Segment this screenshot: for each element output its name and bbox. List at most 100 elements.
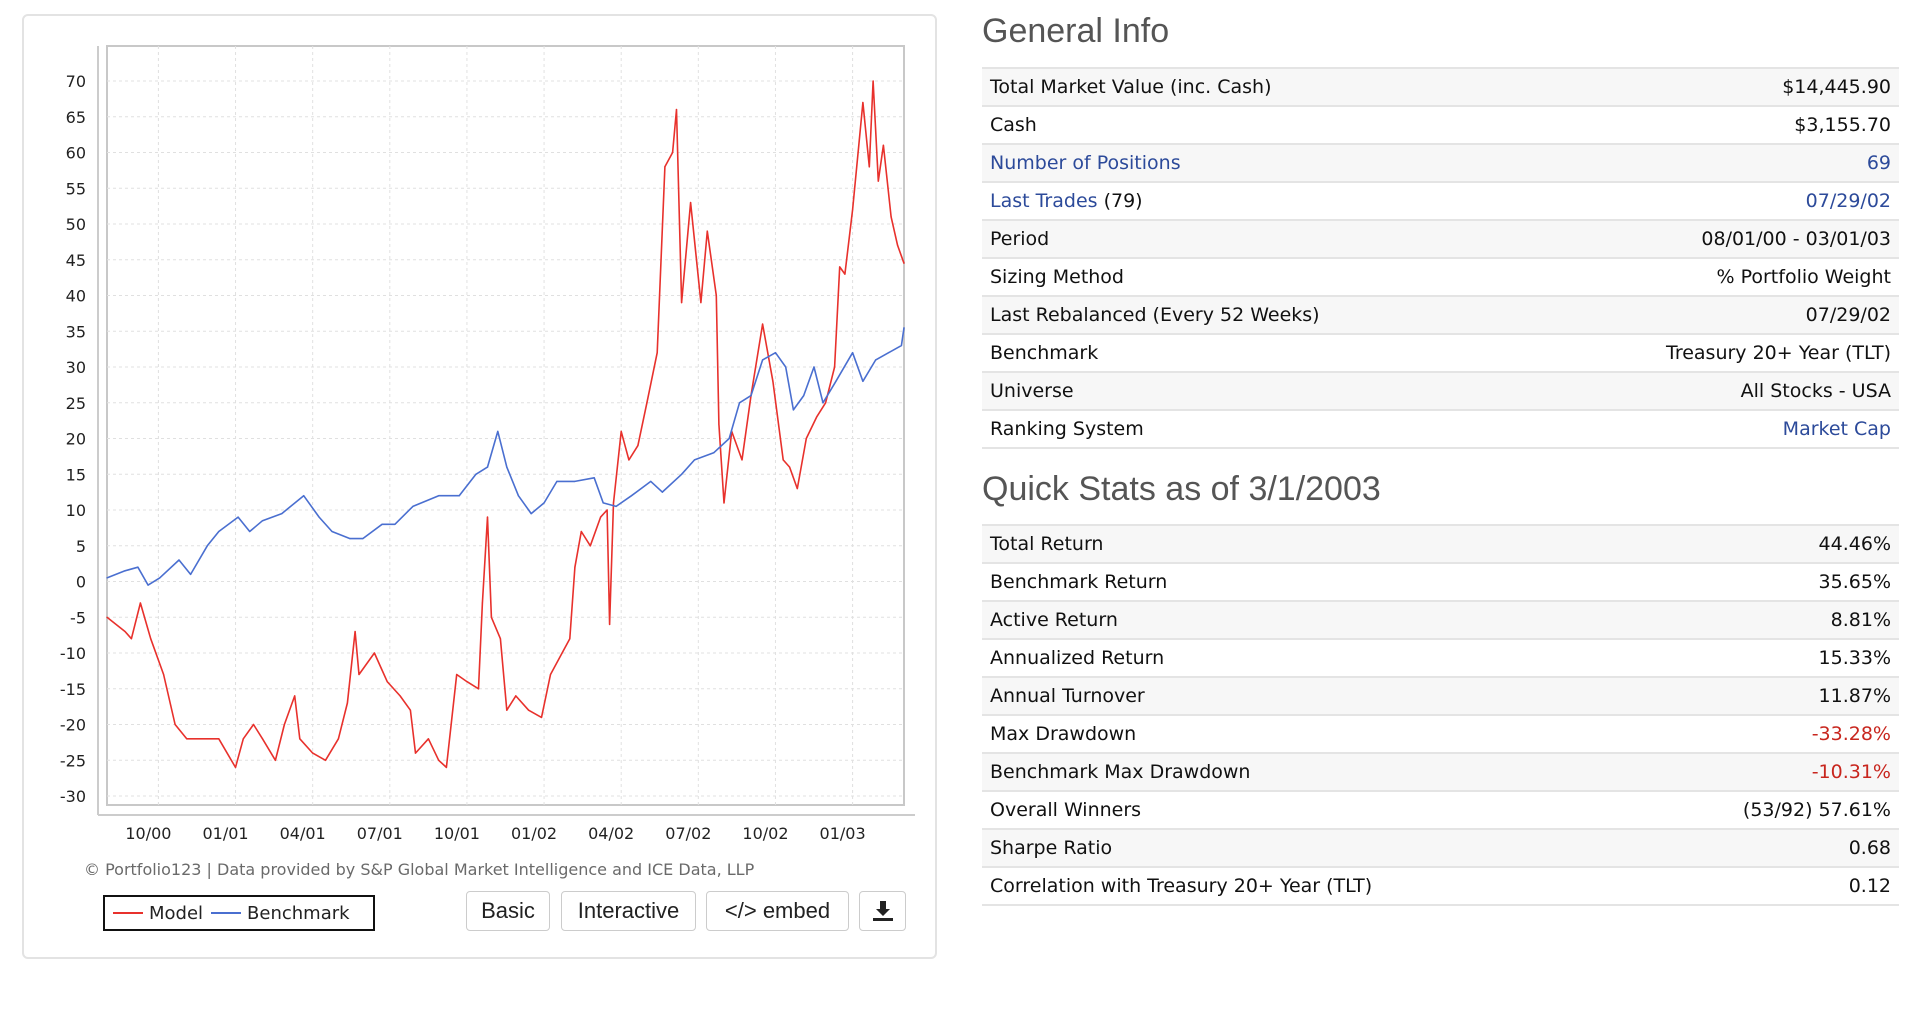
- data-point: [261, 520, 264, 522]
- y-tick-label: 0: [76, 573, 86, 592]
- row-value-cell: 8.81%: [1631, 600, 1899, 639]
- y-tick-label: 60: [66, 144, 86, 163]
- data-point: [650, 480, 652, 482]
- data-point: [877, 180, 879, 182]
- data-point: [556, 480, 558, 482]
- table-row: Benchmark Treasury 20+ Year (TLT): [982, 333, 1899, 372]
- data-point: [615, 505, 617, 508]
- row-label-cell: Overall Winners: [982, 790, 1632, 829]
- data-point: [189, 573, 192, 575]
- data-point: [543, 502, 545, 504]
- data-point: [312, 752, 314, 754]
- data-point: [486, 466, 489, 468]
- data-point: [362, 538, 364, 540]
- row-value-cell: 0.68: [1631, 828, 1899, 867]
- table-row: Annual Turnover 11.87%: [982, 676, 1899, 715]
- row-label-cell: Benchmark: [982, 333, 1523, 372]
- data-point: [475, 473, 477, 475]
- data-point: [580, 530, 582, 533]
- download-icon: [872, 901, 893, 921]
- row-value-cell: Treasury 20+ Year (TLT): [1522, 333, 1899, 372]
- row-label-cell: Max Drawdown: [982, 714, 1632, 753]
- legend-benchmark-label: Benchmark: [247, 902, 350, 924]
- row-label: Total Market Value (inc. Cash): [990, 76, 1272, 98]
- data-point: [517, 495, 519, 497]
- data-point: [903, 327, 905, 329]
- row-value: 44.46%: [1818, 533, 1891, 555]
- row-label-cell: Annualized Return: [982, 638, 1632, 677]
- data-point: [242, 738, 244, 740]
- data-point: [481, 602, 483, 604]
- row-label-cell: Annual Turnover: [982, 676, 1632, 715]
- data-point: [675, 109, 678, 111]
- data-point: [741, 459, 743, 461]
- data-point: [715, 294, 717, 297]
- data-point: [218, 530, 220, 533]
- y-tick-label: 30: [66, 358, 86, 377]
- data-point: [252, 723, 255, 726]
- table-row: Total Market Value (inc. Cash) $14,445.90: [982, 67, 1899, 106]
- data-point: [833, 366, 836, 368]
- row-value: 11.87%: [1818, 685, 1891, 707]
- data-point: [815, 416, 818, 418]
- data-point: [549, 673, 552, 676]
- data-point: [506, 709, 508, 711]
- y-tick-label: 10: [66, 501, 86, 520]
- data-point: [574, 480, 576, 482]
- data-point: [900, 344, 903, 347]
- row-value-link[interactable]: Market Cap: [1782, 418, 1891, 440]
- data-point: [540, 716, 543, 718]
- chart-panel: [22, 14, 937, 959]
- x-tick-label: 01/02: [511, 824, 557, 843]
- interactive-chart-button[interactable]: Interactive: [561, 891, 696, 931]
- data-point: [299, 738, 301, 740]
- row-label: Total Return: [990, 533, 1104, 555]
- row-label-cell: Cash: [982, 105, 1523, 144]
- data-point: [206, 738, 208, 740]
- y-tick-label: 55: [66, 179, 86, 198]
- row-value: 0.12: [1848, 875, 1891, 897]
- x-tick-label: 10/01: [434, 824, 480, 843]
- data-point: [875, 359, 877, 361]
- data-point: [792, 409, 795, 411]
- embed-button[interactable]: </> embed: [706, 891, 849, 931]
- data-point: [412, 505, 414, 508]
- data-point: [646, 402, 648, 404]
- row-value-cell: All Stocks - USA: [1522, 371, 1899, 410]
- data-point: [589, 545, 591, 547]
- download-button[interactable]: [859, 891, 906, 931]
- row-label: Correlation with Treasury 20+ Year (TLT): [990, 875, 1373, 897]
- series-line-benchmark: [106, 327, 905, 586]
- row-label-link[interactable]: Number of Positions: [990, 152, 1181, 174]
- legend-benchmark-swatch: [211, 912, 242, 914]
- data-point: [337, 738, 339, 740]
- data-point: [630, 495, 633, 497]
- data-point: [602, 502, 604, 504]
- basic-chart-button[interactable]: Basic: [466, 891, 550, 931]
- data-point: [681, 473, 683, 475]
- row-label-link[interactable]: Last Trades: [990, 190, 1098, 212]
- table-row: Cash $3,155.70: [982, 105, 1899, 144]
- data-point: [822, 402, 824, 404]
- data-point: [569, 638, 571, 640]
- data-point: [718, 423, 720, 425]
- data-point: [872, 80, 874, 82]
- x-tick-label: 01/03: [820, 824, 866, 843]
- data-point: [490, 616, 492, 618]
- data-point: [903, 262, 905, 264]
- row-value-link[interactable]: 07/29/02: [1805, 190, 1891, 212]
- data-point: [813, 366, 815, 368]
- data-point: [868, 166, 870, 168]
- data-point: [206, 545, 208, 547]
- row-label: Overall Winners: [990, 799, 1142, 821]
- data-point: [358, 673, 360, 676]
- data-point: [124, 570, 126, 572]
- data-point: [803, 395, 805, 397]
- data-point: [706, 230, 708, 232]
- data-point: [713, 452, 715, 454]
- y-tick-label: 65: [66, 108, 86, 127]
- data-point: [700, 302, 702, 304]
- row-value-cell: 08/01/00 - 03/01/03: [1522, 219, 1899, 258]
- data-point: [399, 695, 401, 697]
- row-value-link[interactable]: 69: [1866, 152, 1891, 174]
